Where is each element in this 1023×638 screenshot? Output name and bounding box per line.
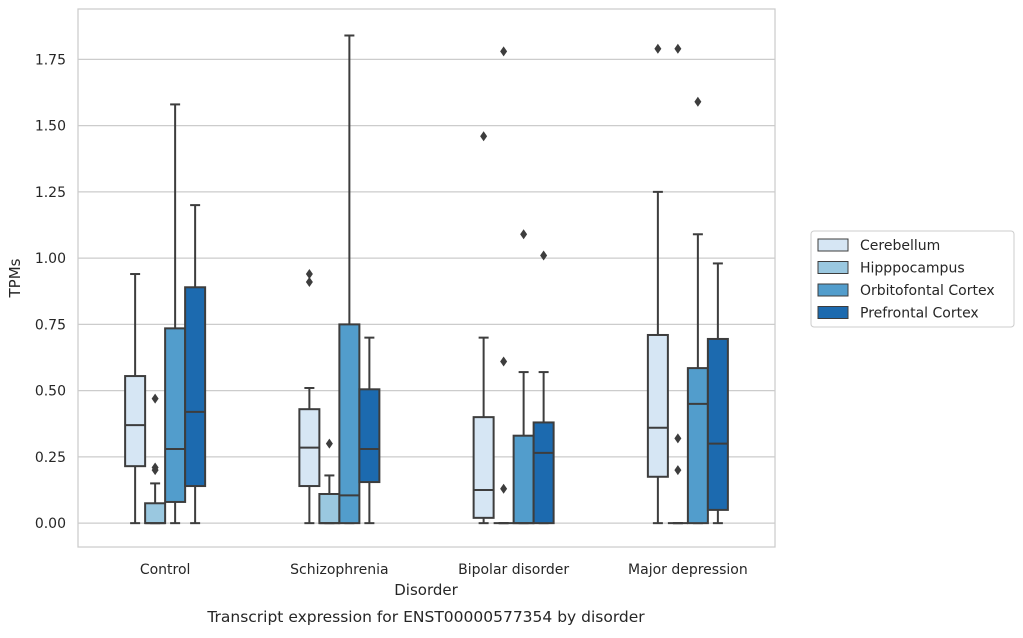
series-hipppocampus [144, 43, 688, 525]
outlier-point [305, 276, 313, 287]
legend-label: Prefrontal Cortex [860, 306, 979, 322]
x-tick-label: Control [140, 562, 191, 578]
outlier-point [480, 131, 488, 142]
box [512, 229, 535, 525]
box [493, 46, 514, 525]
y-axis-label: TPMs [6, 258, 24, 298]
x-tick-label: Bipolar disorder [458, 562, 569, 578]
y-tick-label: 0.50 [35, 384, 66, 400]
box-iqr [472, 416, 495, 519]
box [318, 438, 341, 525]
box-iqr [164, 327, 187, 503]
outlier-point [694, 96, 702, 107]
outlier-point [500, 356, 508, 367]
plot-frame [77, 8, 776, 548]
outlier-point [151, 462, 159, 473]
outlier-point [540, 250, 548, 261]
series-cerebellum [124, 43, 669, 525]
legend-swatch [817, 238, 849, 252]
legend-label: Cerebellum [860, 238, 940, 254]
box [124, 273, 147, 525]
series-prefrontal-cortex [184, 204, 729, 525]
legend-swatch [817, 283, 849, 297]
box-iqr [512, 434, 535, 525]
box-iqr [124, 375, 147, 468]
x-tick-label: Schizophrenia [290, 562, 388, 578]
y-tick-label: 1.25 [35, 185, 66, 201]
y-tick-label: 1.75 [35, 52, 66, 68]
outlier-point [151, 393, 159, 404]
legend-swatch [817, 261, 849, 274]
legend-swatch [817, 306, 849, 319]
y-tick-label: 0.75 [35, 317, 66, 333]
x-tick-labels: Control Schizophrenia Bipolar disorder Majo… [140, 562, 748, 578]
box [184, 204, 207, 525]
outlier-point [325, 438, 333, 449]
outlier-point [674, 433, 682, 444]
y-tick-label: 0.00 [35, 516, 66, 532]
series-orbitofontal-cortex [164, 34, 709, 525]
box [706, 262, 729, 525]
outlier-point [500, 46, 508, 57]
box [667, 43, 688, 525]
box-iqr [184, 286, 207, 488]
box-iqr [338, 323, 361, 525]
box [646, 43, 669, 525]
box-series [124, 34, 729, 525]
box-iqr [358, 388, 381, 484]
box [358, 336, 381, 525]
outlier-point [305, 269, 313, 280]
legend: Cerebellum Hipppocampus Orbitofontal Corte… [810, 230, 1015, 328]
box-iqr [686, 367, 709, 525]
box [164, 103, 187, 525]
chart-caption: Transcript expression for ENST0000057735… [206, 608, 645, 626]
y-tick-label: 1.50 [35, 119, 66, 135]
legend-frame [810, 230, 1015, 328]
box [472, 131, 495, 525]
x-tick-label: Major depression [628, 562, 748, 578]
outlier-point [500, 483, 508, 494]
y-tick-label: 1.00 [35, 251, 66, 267]
box [298, 269, 321, 525]
box [144, 393, 167, 525]
legend-label: Orbitofontal Cortex [860, 283, 995, 299]
box [532, 250, 555, 525]
box-iqr [144, 502, 167, 525]
x-axis-label: Disorder [394, 581, 458, 599]
box [686, 96, 709, 525]
y-tick-label: 0.25 [35, 450, 66, 466]
outlier-point [520, 229, 528, 240]
y-tick-labels: 0.00 0.25 0.50 0.75 1.00 1.25 1.50 1.75 [35, 52, 66, 532]
box-iqr [706, 337, 729, 511]
box [338, 34, 361, 525]
outlier-point [674, 465, 682, 476]
legend-label: Hipppocampus [860, 261, 965, 277]
box-iqr [532, 421, 555, 525]
box-iqr [318, 492, 341, 525]
outlier-point [654, 43, 662, 54]
box-iqr [646, 333, 669, 478]
outlier-point [674, 43, 682, 54]
